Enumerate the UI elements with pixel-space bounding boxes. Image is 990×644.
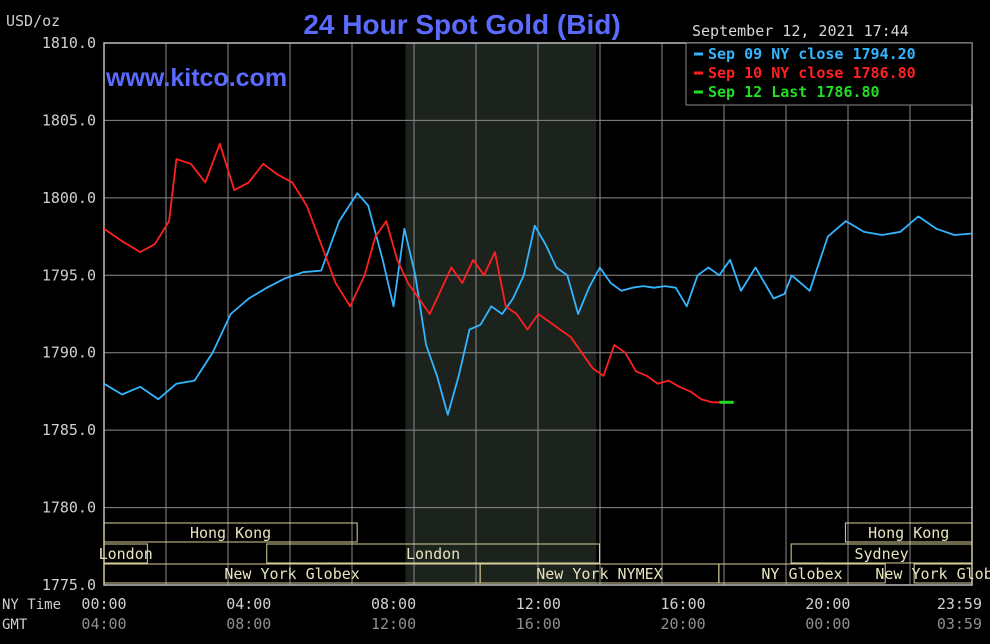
gmt-label: GMT	[2, 617, 28, 633]
session-label: Hong Kong	[190, 524, 271, 542]
x-tick-label-ny: 23:59	[937, 595, 982, 613]
legend-entry: Sep 10 NY close 1786.80	[708, 64, 916, 82]
y-tick-label: 1805.0	[42, 111, 96, 129]
watermark: www.kitco.com	[105, 64, 287, 92]
plot-frame	[103, 42, 973, 586]
y-tick-labels: 1810.0 1805.0 1800.0 1795.0 1790.0 1785.0 1780…	[42, 34, 96, 594]
session-label: New York Globex	[224, 565, 359, 583]
session-box	[718, 563, 886, 584]
session-box	[103, 543, 148, 564]
series-line-1	[103, 142, 720, 404]
y-tick-label: 1800.0	[42, 189, 96, 207]
x-tick-label-ny: 20:00	[805, 595, 850, 613]
session-box	[913, 563, 973, 584]
session-label: Hong Kong	[868, 524, 949, 542]
x-tick-label-ny: 00:00	[81, 595, 126, 613]
ny-time-label: NY Time	[2, 597, 61, 613]
y-tick-label: 1810.0	[42, 34, 96, 52]
x-tick-label-gmt: 03:59	[937, 615, 982, 633]
x-tick-label-gmt: 16:00	[516, 615, 561, 633]
legend-box	[685, 42, 973, 106]
datetime-stamp: September 12, 2021 17:44	[692, 22, 909, 40]
series-layer	[103, 142, 973, 416]
session-box	[844, 522, 973, 543]
chart-title: 24 Hour Spot Gold (Bid)	[303, 9, 620, 40]
y-tick-label: 1795.0	[42, 266, 96, 284]
session-label: London	[406, 545, 460, 563]
session-box	[266, 543, 600, 564]
y-axis-unit: USD/oz	[6, 12, 60, 30]
x-tick-label-gmt: 12:00	[371, 615, 416, 633]
x-tick-label-ny: 04:00	[226, 595, 271, 613]
y-tick-label: 1775.0	[42, 576, 96, 594]
session-box	[103, 522, 358, 543]
session-label: London	[99, 545, 153, 563]
x-tick-label-ny: 12:00	[516, 595, 561, 613]
x-tick-label-ny: 08:00	[371, 595, 416, 613]
trading-session-layer: Hong Kong Hong Kong London London Sydney New …	[99, 522, 990, 584]
session-label: New York Globex	[875, 565, 990, 583]
x-tick-label-ny: 16:00	[660, 595, 705, 613]
x-tick-label-gmt: 00:00	[805, 615, 850, 633]
session-box	[790, 543, 973, 564]
legend-entry: Sep 12 Last 1786.80	[708, 83, 880, 101]
legend-entry: Sep 09 NY close 1794.20	[708, 45, 916, 63]
session-label: Sydney	[854, 545, 908, 563]
x-tick-label-gmt: 08:00	[226, 615, 271, 633]
session-label: New York NYMEX	[536, 565, 662, 583]
x-tick-label-gmt: 04:00	[81, 615, 126, 633]
y-tick-label: 1790.0	[42, 344, 96, 362]
x-tick-labels: 00:00 04:00 04:00 08:00 08:00 12:00 12:00 16:00…	[81, 595, 982, 633]
y-tick-label: 1785.0	[42, 421, 96, 439]
series-line-0	[103, 192, 973, 416]
x-tick-label-gmt: 20:00	[660, 615, 705, 633]
y-tick-label: 1780.0	[42, 499, 96, 517]
session-label: NY Globex	[761, 565, 842, 583]
